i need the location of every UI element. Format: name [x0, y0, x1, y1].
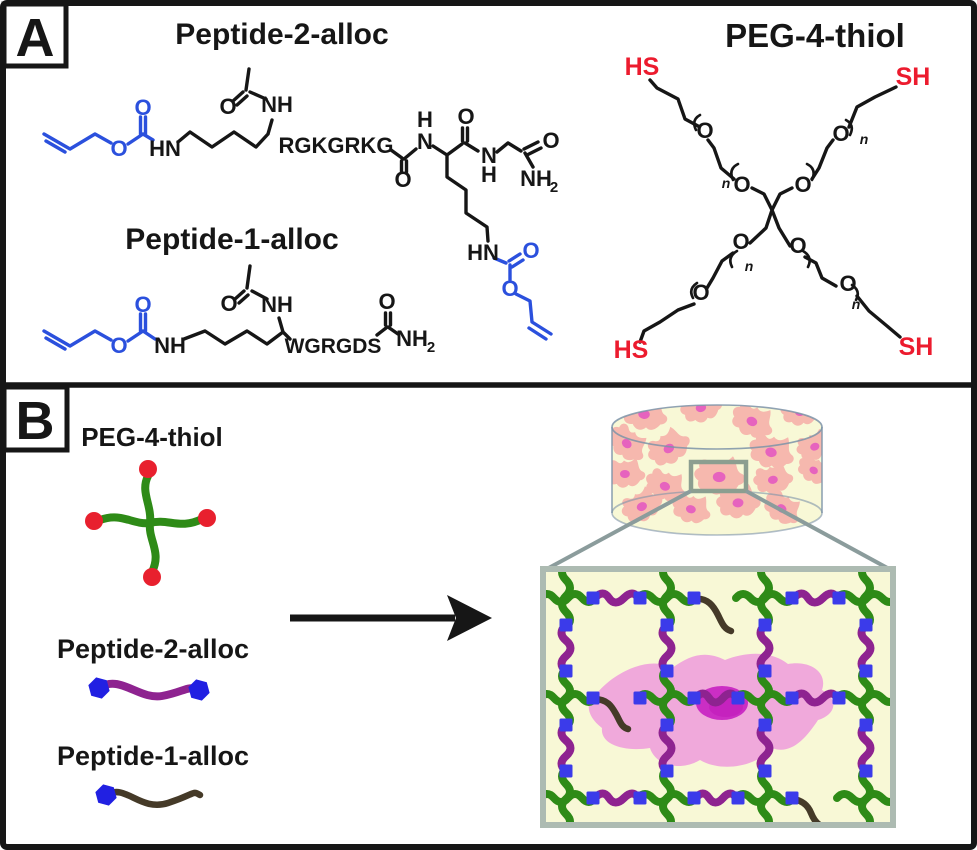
- atom-label: O: [732, 229, 749, 254]
- panel-b-label: B: [16, 391, 55, 451]
- alloc-hexagon: [85, 675, 113, 701]
- thiol-label: SH: [899, 333, 934, 361]
- peptide1-bonds-alloc: [42, 312, 157, 351]
- atom-label: O: [522, 238, 539, 263]
- peg-bonds: [638, 78, 902, 344]
- atom-label: O: [696, 118, 713, 143]
- peptide2-bonds-alloc-bottom: [492, 252, 553, 341]
- peptide2-schematic: [85, 675, 213, 703]
- atom-label: H: [417, 107, 433, 132]
- thiol-dot: [139, 460, 157, 478]
- thiol-label: SH: [896, 63, 931, 91]
- atom-label: O: [394, 167, 411, 192]
- repeat-n: n: [745, 258, 754, 274]
- peptide2-title: Peptide-2-alloc: [175, 18, 388, 51]
- zoom-connector-left: [544, 489, 692, 572]
- atom-label: HN: [149, 136, 181, 161]
- atom-label: O: [134, 95, 151, 120]
- peptide1-bonds-backbone: [182, 264, 400, 346]
- peg-title: PEG-4-thiol: [725, 17, 905, 54]
- peptide2-schematic-label: Peptide-2-alloc: [57, 634, 249, 664]
- atom-label: O: [839, 271, 856, 296]
- crosslink-squares: [559, 591, 873, 805]
- peptide1-structure: Peptide-1-alloc O O NH O NH WGRGDS O NH …: [42, 223, 435, 358]
- atom-label: HN: [467, 240, 499, 265]
- subscript: 2: [550, 179, 558, 196]
- thiol-dot: [143, 568, 161, 586]
- peptide2-bonds-backbone: [176, 67, 543, 243]
- atom-label: NH: [261, 292, 293, 317]
- atom-label: O: [733, 172, 750, 197]
- peptide1-sequence: WGRGDS: [285, 335, 382, 358]
- atom-label: O: [794, 172, 811, 197]
- atom-label: O: [789, 233, 806, 258]
- atom-label: O: [457, 104, 474, 129]
- atom-label: O: [832, 121, 849, 146]
- hydrogel-cylinder: [544, 404, 892, 572]
- peptide2-sequence: RGKGRKG: [279, 133, 394, 158]
- alloc-hexagon: [92, 782, 120, 808]
- peptide1-schematic: [92, 782, 204, 808]
- peptide2-structure: Peptide-2-alloc O O HN O NH RGKGRKG O H …: [42, 18, 560, 341]
- atom-label: NH: [520, 166, 552, 191]
- peptide1-title: Peptide-1-alloc: [125, 223, 338, 256]
- network-purple-fibers: [557, 589, 875, 807]
- alloc-hexagon: [185, 677, 213, 703]
- atom-label: NH: [396, 326, 428, 351]
- atom-label: O: [501, 276, 518, 301]
- atom-label: N: [481, 143, 497, 168]
- atom-label: O: [110, 333, 127, 358]
- panel-a-label: A: [16, 8, 55, 68]
- atom-label: O: [110, 136, 127, 161]
- peptide2-bonds-alloc-left: [42, 115, 155, 154]
- peptide1-schematic-label: Peptide-1-alloc: [57, 741, 249, 771]
- zoom-region-rect: [688, 459, 749, 494]
- atom-label: O: [378, 289, 395, 314]
- thiol-label: HS: [625, 53, 660, 81]
- peg-schematic-label: PEG-4-thiol: [81, 422, 223, 452]
- panel-a: Peptide-2-alloc O O HN O NH RGKGRKG O H …: [42, 17, 934, 364]
- panel-b: PEG-4-thiol Peptide-2-alloc Peptide-1-al…: [57, 404, 896, 828]
- atom-label: O: [692, 280, 709, 305]
- atom-label: O: [542, 128, 559, 153]
- zoom-connector-right: [745, 489, 892, 572]
- atom-label: NH: [154, 333, 186, 358]
- subscript: 2: [427, 339, 435, 356]
- peg-structure: PEG-4-thiol HS SH HS SH O O O O O O O O …: [614, 17, 934, 364]
- thiol-dot: [198, 509, 216, 527]
- thiol-label: HS: [614, 336, 649, 364]
- atom-label: H: [481, 162, 497, 187]
- pendant-peptide1-chains: [590, 595, 822, 822]
- repeat-n: n: [852, 296, 861, 312]
- atom-label: N: [417, 129, 433, 154]
- atom-label: O: [220, 291, 237, 316]
- atom-label: NH: [261, 92, 293, 117]
- repeat-n: n: [860, 131, 869, 147]
- thiol-dot: [85, 512, 103, 530]
- panel-a-label-box: [1, 1, 69, 69]
- repeat-n: n: [722, 175, 731, 191]
- atom-label: O: [219, 94, 236, 119]
- reaction-arrow: [290, 595, 492, 641]
- peg-star-schematic: [85, 460, 216, 586]
- atom-label: O: [134, 292, 151, 317]
- network-green-fibers: [546, 572, 890, 822]
- panel-b-label-box: [1, 384, 70, 453]
- network-zoom-box: [540, 566, 896, 828]
